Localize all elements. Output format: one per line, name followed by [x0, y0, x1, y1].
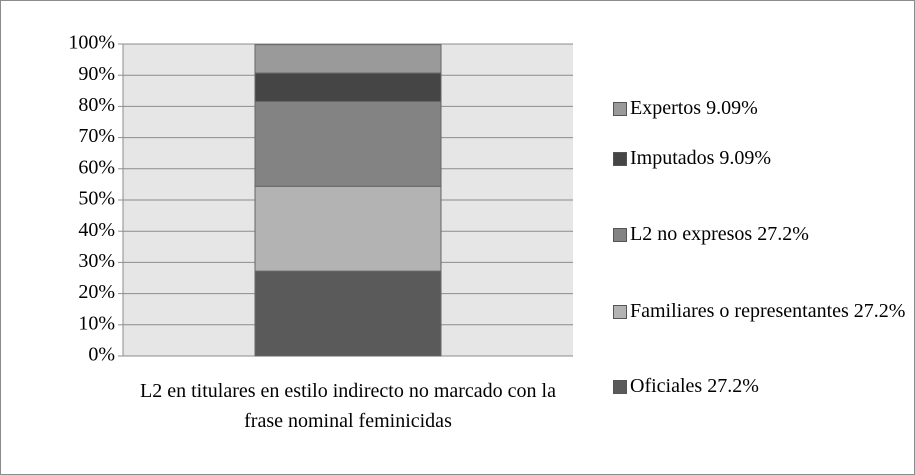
- y-tick-label: 60%: [78, 156, 115, 178]
- y-tick-label: 0%: [88, 344, 115, 366]
- legend-label: Familiares o representantes 27.2%: [630, 300, 906, 322]
- bar-segment: [254, 100, 442, 187]
- legend-label: L2 no expresos 27.2%: [630, 223, 809, 245]
- y-tick-label: 10%: [78, 312, 115, 334]
- bar-segment: [254, 72, 442, 102]
- legend-item: Familiares o representantes 27.2%: [613, 296, 913, 326]
- legend-item: Expertos 9.09%: [613, 93, 913, 123]
- bar-segment: [254, 44, 442, 74]
- legend-swatch: [613, 380, 627, 394]
- y-tick-label: 80%: [78, 94, 115, 116]
- legend-label: Imputados 9.09%: [630, 147, 772, 169]
- y-tick-label: 30%: [78, 250, 115, 272]
- y-tick-label: 100%: [68, 32, 115, 54]
- legend-swatch: [613, 152, 627, 166]
- legend-item: Imputados 9.09%: [613, 143, 913, 173]
- bar-segment: [254, 270, 442, 357]
- legend-swatch: [613, 305, 627, 319]
- legend-label: Oficiales 27.2%: [630, 375, 759, 397]
- legend-swatch: [613, 228, 627, 242]
- bar-segment: [254, 185, 442, 272]
- y-tick-label: 70%: [78, 125, 115, 147]
- legend-item: L2 no expresos 27.2%: [613, 219, 913, 249]
- legend-item: Oficiales 27.2%: [613, 371, 913, 401]
- x-tick-label: L2 en titulares en estilo indirecto no m…: [140, 380, 556, 432]
- legend-label: Expertos 9.09%: [630, 97, 758, 119]
- legend-swatch: [613, 102, 627, 116]
- y-tick-label: 90%: [78, 63, 115, 85]
- y-tick-label: 40%: [78, 219, 115, 241]
- y-tick-label: 20%: [78, 281, 115, 303]
- y-tick-label: 50%: [78, 188, 115, 210]
